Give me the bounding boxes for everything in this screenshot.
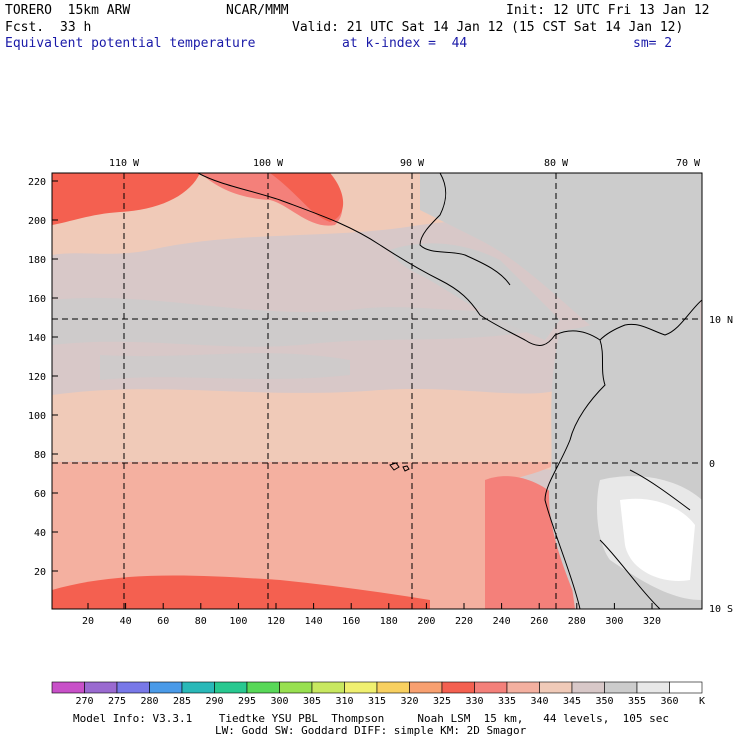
y-tick-label: 120 (28, 372, 46, 383)
y-tick-label: 80 (34, 450, 46, 461)
y-tick-label: 160 (28, 294, 46, 305)
smoothing-label: sm= 2 (633, 36, 673, 51)
colorbar-value-label: 300 (270, 696, 289, 707)
x-tick-label: 200 (417, 616, 435, 627)
y-tick-label: 140 (28, 333, 46, 344)
colorbar-value-label: 330 (465, 696, 484, 707)
colorbar-swatch (441, 681, 475, 694)
colorbar-swatch (51, 681, 85, 694)
x-tick-label: 220 (455, 616, 473, 627)
colorbar-value-label: 320 (400, 696, 419, 707)
colorbar-swatch (506, 681, 540, 694)
x-tick-label: 300 (605, 616, 623, 627)
x-tick-label: 20 (82, 616, 94, 627)
colorbar-swatch (636, 681, 670, 694)
level-label: at k-index = 44 (342, 36, 468, 51)
map-frame (51, 172, 703, 610)
colorbar-value-label: 355 (627, 696, 647, 707)
colorbar-value-label: 325 (432, 696, 452, 707)
x-tick-label: 80 (195, 616, 207, 627)
colorbar-value-label: 285 (172, 696, 192, 707)
x-tick-label: 60 (157, 616, 169, 627)
colorbar-value-label: 345 (562, 696, 582, 707)
colorbar-unit: K (698, 696, 706, 707)
graticule (52, 173, 702, 609)
x-tick-label: 320 (643, 616, 661, 627)
colorbar (51, 681, 703, 694)
model-title: TORERO 15km ARW (5, 3, 131, 18)
colorbar-value-label: 270 (75, 696, 94, 707)
colorbar-swatch (604, 681, 638, 694)
colorbar-value-label: 340 (530, 696, 549, 707)
x-tick-label: 120 (267, 616, 285, 627)
x-tick-label: 160 (342, 616, 360, 627)
colorbar-value-label: 275 (107, 696, 127, 707)
y-tick-label: 40 (34, 528, 46, 539)
colorbar-swatch (571, 681, 605, 694)
colorbar-swatch (474, 681, 508, 694)
footer-model-info: Model Info: V3.3.1 Tiedtke YSU PBL Thomp… (73, 712, 670, 725)
colorbar-swatch (84, 681, 118, 694)
colorbar-swatch (149, 681, 183, 694)
longitude-label: 100 W (253, 158, 284, 169)
colorbar-swatch (344, 681, 378, 694)
center-label: NCAR/MMM (226, 3, 289, 18)
colorbar-value-label: 290 (205, 696, 224, 707)
y-tick-label: 220 (28, 177, 46, 188)
x-tick-label: 260 (530, 616, 548, 627)
colorbar-value-label: 305 (302, 696, 322, 707)
colorbar-swatch (311, 681, 345, 694)
x-tick-label: 240 (493, 616, 511, 627)
footer-physics-info: LW: Godd SW: Goddard DIFF: simple KM: 2D… (215, 724, 527, 737)
x-tick-label: 100 (229, 616, 247, 627)
longitude-label: 80 W (544, 158, 569, 169)
colorbar-value-label: 350 (595, 696, 614, 707)
longitude-labels: 110 W 100 W 90 W 80 W 70 W (109, 158, 701, 169)
longitude-label: 70 W (676, 158, 701, 169)
colorbar-value-label: 315 (367, 696, 387, 707)
x-axis: 20 40 60 80 100 120 140 160 180 200 220 240 260 280 30… (82, 603, 661, 627)
latitude-label: 10 N (709, 315, 733, 326)
colorbar-swatch (246, 681, 280, 694)
colorbar-swatch (181, 681, 215, 694)
y-tick-label: 200 (28, 216, 46, 227)
colorbar-value-label: 295 (237, 696, 257, 707)
colorbar-swatch (409, 681, 443, 694)
colorbar-value-label: 360 (660, 696, 679, 707)
latitude-label: 0 (709, 459, 715, 470)
colorbar-swatch (279, 681, 313, 694)
field-name: Equivalent potential temperature (5, 36, 256, 51)
forecast-hours: 33 h (60, 20, 92, 35)
colorbar-swatch (669, 681, 703, 694)
init-time: Init: 12 UTC Fri 13 Jan 12 (506, 3, 710, 18)
x-tick-label: 280 (568, 616, 586, 627)
colorbar-swatch (116, 681, 150, 694)
colorbar-value-label: 335 (497, 696, 517, 707)
colorbar-swatch (214, 681, 248, 694)
longitude-label: 90 W (400, 158, 425, 169)
colorbar-swatch (539, 681, 573, 694)
field-shading (52, 173, 702, 609)
y-tick-label: 100 (28, 411, 46, 422)
y-tick-label: 180 (28, 255, 46, 266)
valid-time: Valid: 21 UTC Sat 14 Jan 12 (15 CST Sat … (292, 20, 684, 35)
x-tick-label: 180 (380, 616, 398, 627)
colorbar-swatch (376, 681, 410, 694)
forecast-label: Fcst. (5, 20, 45, 35)
latitude-label: 10 S (709, 604, 733, 615)
colorbar-value-label: 310 (335, 696, 354, 707)
colorbar-value-label: 280 (140, 696, 159, 707)
y-tick-label: 20 (34, 567, 46, 578)
x-tick-label: 140 (305, 616, 323, 627)
y-axis: 220 200 180 160 140 120 100 80 60 40 20 (28, 177, 58, 578)
latitude-labels: 10 N 0 10 S (709, 315, 733, 615)
longitude-label: 110 W (109, 158, 140, 169)
y-tick-label: 60 (34, 489, 46, 500)
x-tick-label: 40 (120, 616, 132, 627)
